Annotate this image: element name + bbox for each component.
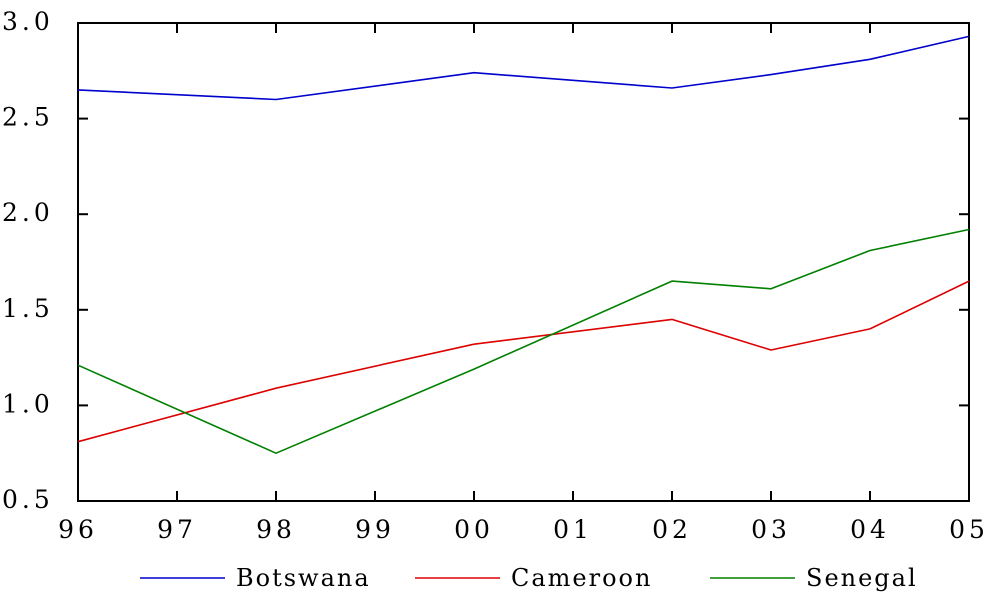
x-tick-label: 05: [949, 515, 989, 544]
y-tick-label: 0.5: [2, 485, 54, 514]
legend-label-botswana: Botswana: [236, 564, 371, 592]
x-tick-label: 98: [256, 515, 296, 544]
y-tick-label: 3.0: [2, 7, 54, 36]
y-tick-label: 2.5: [2, 103, 54, 132]
plot-frame: [77, 22, 970, 502]
series-line-senegal: [77, 228, 970, 455]
y-tick-label: 1.0: [2, 389, 54, 418]
legend-label-cameroon: Cameroon: [511, 564, 652, 592]
legend: Botswana Cameroon Senegal: [140, 564, 918, 592]
x-tick-label: 03: [751, 515, 791, 544]
x-tick-label: 04: [850, 515, 890, 544]
axis-ticks: 0.5 1.0 1.5 2.0 2.5 3.0 96 97 98 99 00 01 02 03 04 05: [2, 7, 989, 544]
x-tick-label: 00: [454, 515, 494, 544]
series-line-botswana: [77, 35, 970, 101]
series-line-cameroon: [77, 280, 970, 443]
x-tick-label: 02: [652, 515, 692, 544]
y-tick-label: 1.5: [2, 294, 54, 323]
x-tick-label: 01: [553, 515, 593, 544]
legend-label-senegal: Senegal: [806, 564, 918, 592]
y-tick-label: 2.0: [2, 198, 54, 227]
series-lines: [77, 35, 970, 455]
x-tick-label: 97: [157, 515, 197, 544]
x-tick-label: 96: [58, 515, 98, 544]
x-tick-label: 99: [355, 515, 395, 544]
